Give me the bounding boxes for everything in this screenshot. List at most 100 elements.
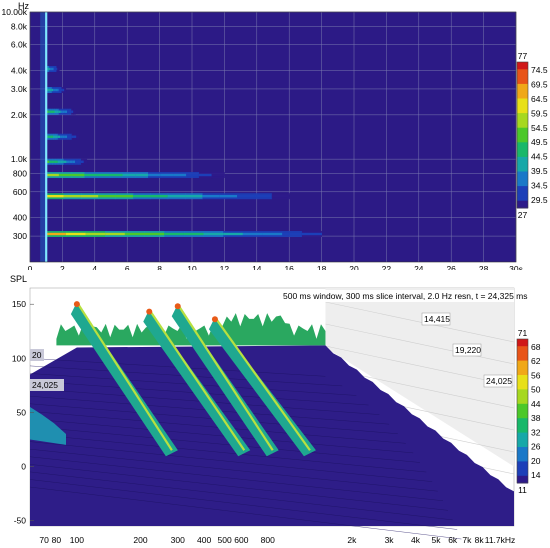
spectrogram-band bbox=[132, 195, 151, 198]
spectrogram-y-tick-label: 600 bbox=[13, 187, 27, 197]
waterfall-colorbar-segment bbox=[517, 457, 528, 462]
waterfall-colorbar-segment bbox=[517, 360, 528, 365]
waterfall-colorbar-tick-label: 20 bbox=[531, 456, 541, 466]
spectrogram-colorbar-segment bbox=[517, 80, 528, 85]
waterfall-x-tick-label: 11.7kHz bbox=[485, 535, 516, 545]
spectrogram-band bbox=[223, 232, 244, 236]
waterfall-colorbar-segment bbox=[517, 479, 528, 484]
waterfall-colorbar-tick-label: 32 bbox=[531, 427, 541, 437]
spectrogram-band bbox=[71, 110, 74, 113]
spectrogram-band bbox=[71, 135, 75, 138]
waterfall-time-label: 19,220 bbox=[455, 345, 481, 355]
spectrogram-band bbox=[49, 67, 52, 71]
spectrogram-band bbox=[50, 88, 53, 92]
spectrogram-x-tick-label: 18 bbox=[317, 264, 327, 272]
spectrogram-band bbox=[60, 110, 64, 113]
spectrogram-colorbar-segment bbox=[517, 175, 528, 180]
spectrogram-band bbox=[51, 160, 56, 163]
waterfall-y-tick-label: 100 bbox=[12, 353, 26, 363]
waterfall-chart: SPL -50 0 50 100 150 70 80 100 200 300 400 500 600 8… bbox=[0, 270, 550, 548]
waterfall-annotation: 500 ms window, 300 ms slice interval, 2.… bbox=[283, 291, 528, 301]
waterfall-y-tick-label: 50 bbox=[17, 407, 27, 417]
waterfall-colorbar-segment bbox=[517, 346, 528, 351]
spectrogram-colorbar-tick-label: 74.5 bbox=[531, 65, 548, 75]
spectrogram-band bbox=[62, 135, 66, 138]
waterfall-colorbar-segment bbox=[517, 432, 528, 437]
spectrogram-band bbox=[69, 110, 72, 113]
waterfall-colorbar-segment bbox=[517, 342, 528, 347]
waterfall-colorbar-segment bbox=[517, 425, 528, 430]
waterfall-colorbar-segment bbox=[517, 468, 528, 473]
spectrogram-band bbox=[150, 195, 169, 198]
waterfall-ridge-peak bbox=[211, 316, 218, 323]
spectrogram-band bbox=[105, 232, 126, 236]
spectrogram-band bbox=[58, 88, 61, 92]
spectrogram-y-tick-label: 1.0k bbox=[11, 154, 28, 164]
spectrogram-colorbar-segment bbox=[517, 91, 528, 96]
spectrogram-colorbar-tick-label: 59.5 bbox=[531, 108, 548, 118]
waterfall-x-tick-label: 70 bbox=[39, 535, 49, 545]
waterfall-colorbar-segment bbox=[517, 418, 528, 423]
waterfall-colorbar-segment bbox=[517, 375, 528, 380]
spectrogram-band bbox=[67, 135, 70, 138]
spectrogram-band bbox=[173, 173, 187, 177]
spectrogram-band bbox=[202, 195, 221, 198]
spectrogram-band bbox=[211, 173, 225, 177]
spectrogram-band bbox=[186, 173, 200, 177]
waterfall-x-tick-label: 2k bbox=[347, 535, 357, 545]
spectrogram-colorbar-segment bbox=[517, 189, 528, 194]
spectrogram-y-tick-label: 300 bbox=[13, 231, 27, 241]
spectrogram-band bbox=[52, 110, 55, 113]
spectrogram-band bbox=[63, 160, 67, 163]
waterfall-colorbar-segment bbox=[517, 385, 528, 390]
spectrogram-band bbox=[53, 67, 55, 71]
spectrogram-band bbox=[56, 110, 60, 113]
waterfall-left-label: 20 bbox=[32, 350, 42, 360]
waterfall-mesh-line bbox=[29, 448, 438, 492]
waterfall-colorbar-segment bbox=[517, 353, 528, 358]
spectrogram-x-tick-label: 0 bbox=[28, 264, 33, 272]
spectrogram-colorbar-segment bbox=[517, 69, 528, 74]
spectrogram-band bbox=[144, 232, 165, 236]
waterfall-x-tick-label: 4k bbox=[411, 535, 421, 545]
spectrogram-band bbox=[46, 195, 64, 198]
waterfall-x-tick-label: 600 bbox=[234, 535, 248, 545]
spectrogram-band bbox=[50, 67, 53, 71]
spectrogram-chart: Hz 300 400 600 800 1.0k 2.0k 3.0k 4.0k 6.0k 8.0k 1… bbox=[0, 0, 550, 272]
waterfall-annotation-bg bbox=[278, 290, 514, 302]
spectrogram-band bbox=[76, 135, 79, 138]
spectrogram-band bbox=[50, 135, 54, 138]
spectrogram-colorbar-segment bbox=[517, 135, 528, 140]
spectrogram-colorbar-segment bbox=[517, 171, 528, 176]
waterfall-wall-grid bbox=[325, 323, 515, 365]
spectrogram-band bbox=[57, 135, 61, 138]
waterfall-mesh-line bbox=[29, 471, 453, 521]
spectrogram-band bbox=[73, 110, 76, 113]
spectrogram-band bbox=[254, 195, 273, 198]
spectrogram-colorbar-segment bbox=[517, 160, 528, 165]
waterfall-colorbar-max-label: 71 bbox=[518, 328, 528, 338]
spectrogram-band bbox=[64, 110, 68, 113]
spectrogram-colorbar-segment bbox=[517, 182, 528, 187]
spectrogram-colorbar-segment bbox=[517, 102, 528, 107]
waterfall-colorbar-segment bbox=[517, 371, 528, 376]
spectrogram-colorbar-segment bbox=[517, 62, 528, 67]
spectrogram-band bbox=[301, 232, 322, 236]
spectrogram-colorbar-segment bbox=[517, 105, 528, 110]
waterfall-x-tick-label: 100 bbox=[70, 535, 84, 545]
spectrogram-colorbar-segment bbox=[517, 138, 528, 143]
spectrogram-x-tick-label: 24 bbox=[414, 264, 424, 272]
spectrogram-colorbar-segment bbox=[517, 113, 528, 118]
waterfall-x-tick-label: 6k bbox=[448, 535, 458, 545]
spectrogram-x-tick-label: 6 bbox=[125, 264, 130, 272]
waterfall-ridge-crest bbox=[214, 316, 311, 451]
spectrogram-x-tick-label: 8 bbox=[157, 264, 162, 272]
spectrogram-band bbox=[71, 173, 85, 177]
waterfall-floor bbox=[30, 345, 514, 526]
waterfall-x-tick-label: 80 bbox=[52, 535, 62, 545]
waterfall-y-tick-label: 0 bbox=[21, 462, 26, 472]
spectrogram-band bbox=[46, 160, 50, 163]
spectrogram-band bbox=[47, 67, 49, 71]
waterfall-colorbar-tick-label: 26 bbox=[531, 442, 541, 452]
spectrogram-band bbox=[46, 135, 49, 138]
